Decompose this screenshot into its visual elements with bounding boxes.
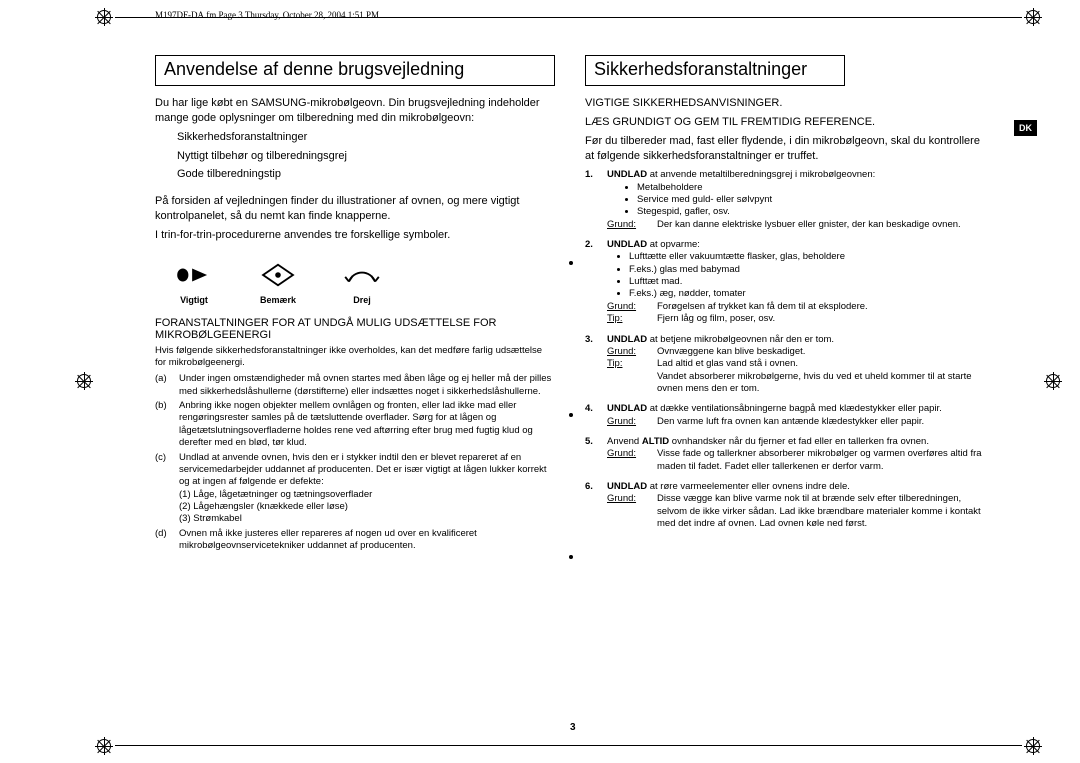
list-item: 5. Anvend ALTID ovnhandsker når du fjern… [585,436,985,473]
tip-label: Tip: [607,313,649,325]
grund-label: Grund: [607,448,649,473]
list-key: (c) [155,452,173,526]
item-body: UNDLAD at anvende metaltilberedningsgrej… [607,169,961,231]
right-column: DK Sikkerhedsforanstaltninger VIGTIGE SI… [585,55,985,554]
item-body: UNDLAD at dække ventilationsåbningerne b… [607,403,942,428]
subhead: LÆS GRUNDIGT OG GEM TIL FREMTIDIG REFERE… [585,115,985,130]
list-key: (d) [155,528,173,553]
item-body: UNDLAD at røre varmeelementer eller ovne… [607,481,985,530]
symbol-important: Vigtigt [175,261,213,305]
crop-mark-icon [1024,8,1042,26]
intro-text: Du har lige købt en SAMSUNG-mikrobølgeov… [155,96,555,126]
bullet-dot-icon [569,555,573,559]
list-item: 6. UNDLAD at røre varmeelementer eller o… [585,481,985,530]
page-number: 3 [570,722,576,733]
list-text: Under ingen omstændigheder må ovnen star… [179,373,555,398]
list-text: Ovnen må ikke justeres eller repareres a… [179,528,555,553]
bullet: Nyttigt tilbehør og tilberedningsgrej [177,149,555,164]
crop-mark-icon [1044,372,1062,390]
doc-header: M197DF-DA.fm Page 3 Thursday, October 28… [155,10,379,20]
bullet: Gode tilberedningstip [177,167,555,182]
crop-line [115,745,1022,746]
symbol-turn: Drej [343,261,381,305]
list-text: Undlad at anvende ovnen, hvis den er i s… [179,452,555,526]
numbered-list: 1. UNDLAD at anvende metaltilberedningsg… [585,169,985,530]
item-body: UNDLAD at betjene mikrobølgeovnen når de… [607,334,985,396]
grund-label: Grund: [607,346,649,358]
list-item: 2. UNDLAD at opvarme: Lufttætte eller va… [585,239,985,325]
list-item: 4. UNDLAD at dække ventilationsåbningern… [585,403,985,428]
grund-label: Grund: [607,416,649,428]
para: På forsiden af vejledningen finder du il… [155,194,555,224]
abc-list: (a) Under ingen omstændigheder må ovnen s… [155,373,555,552]
list-key: (b) [155,400,173,449]
list-key: (a) [155,373,173,398]
hand-point-icon [175,261,213,289]
bullet-dot-icon [569,261,573,265]
crop-mark-icon [1024,737,1042,755]
section-title-left: Anvendelse af denne brugsvejledning [155,55,555,86]
lang-badge: DK [1014,120,1037,136]
turn-icon [343,261,381,289]
list-text: Anbring ikke nogen objekter mellem ovnlå… [179,400,555,449]
symbol-label: Bemærk [260,295,296,305]
bullet-dot-icon [569,413,573,417]
list-item: 1. UNDLAD at anvende metaltilberedningsg… [585,169,985,231]
grund-label: Grund: [607,219,649,231]
grund-label: Grund: [607,493,649,530]
symbol-note: Bemærk [259,261,297,305]
grund-label: Grund: [607,301,649,313]
symbol-label: Drej [353,295,371,305]
crop-mark-icon [95,737,113,755]
symbol-label: Vigtigt [180,295,208,305]
symbols-row: Vigtigt Bemærk Drej [175,261,555,305]
subhead: VIGTIGE SIKKERHEDSANVISNINGER. [585,96,985,111]
bullet: Sikkerhedsforanstaltninger [177,130,555,145]
list-item: 3. UNDLAD at betjene mikrobølgeovnen når… [585,334,985,396]
crop-mark-icon [95,8,113,26]
section-title-right: Sikkerhedsforanstaltninger [585,55,845,86]
item-body: UNDLAD at opvarme: Lufttætte eller vakuu… [607,239,868,325]
tiny-intro: Hvis følgende sikkerhedsforanstaltninger… [155,345,555,370]
left-column: Anvendelse af denne brugsvejledning Du h… [155,55,555,554]
para: I trin-for-trin-procedurerne anvendes tr… [155,228,555,243]
intro: Før du tilbereder mad, fast eller flyden… [585,134,985,164]
note-icon [259,261,297,289]
page-body: Anvendelse af denne brugsvejledning Du h… [155,55,985,554]
tip-label: Tip: [607,358,649,395]
crop-mark-icon [75,372,93,390]
item-body: Anvend ALTID ovnhandsker når du fjerner … [607,436,985,473]
subhead: FORANSTALTNINGER FOR AT UNDGÅ MULIG UDSÆ… [155,317,555,341]
